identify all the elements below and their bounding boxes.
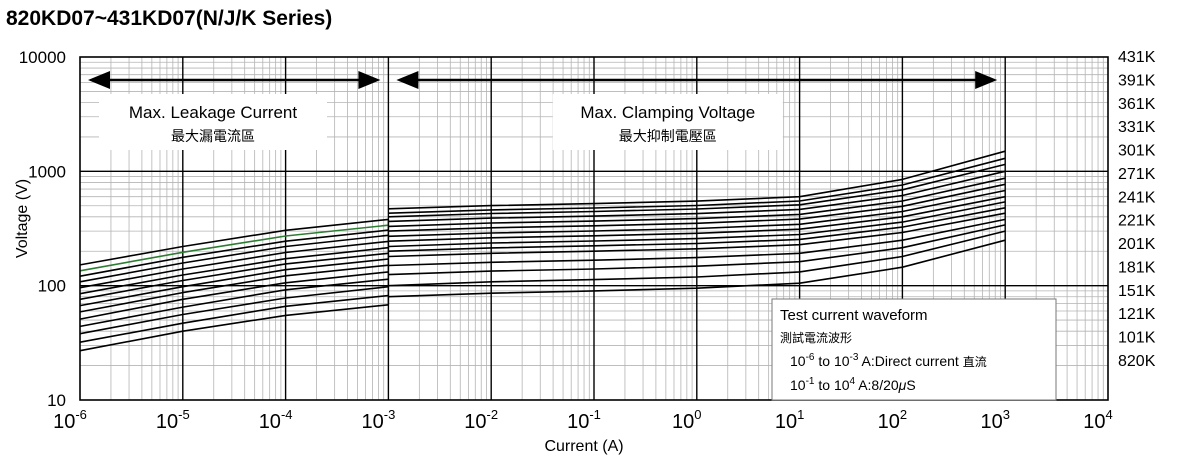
series-line: [388, 157, 1006, 214]
y-tick-label: 100: [38, 277, 66, 296]
x-tick-label: 10-6: [53, 407, 87, 433]
series-line: [388, 218, 1006, 267]
series-line: [388, 207, 1006, 252]
axis-labels: 10-6 10-5 10-4 10-3 10-2 10-1 100 101 102 103 104 1…: [14, 48, 1156, 455]
arrowhead-right-icon: [975, 71, 998, 89]
chart-title: 820KD07~431KD07(N/J/K Series): [6, 7, 333, 30]
variant-label: 151K: [1118, 283, 1156, 300]
series-line: [388, 212, 1006, 258]
series-line: [79, 278, 389, 328]
series-line: [79, 271, 389, 320]
series-line: [388, 201, 1006, 248]
series-line: [388, 239, 1006, 298]
series-line: [388, 195, 1006, 242]
x-tick-label: 101: [775, 407, 804, 433]
plot-frame: [79, 56, 1109, 401]
series-lines: [79, 150, 1006, 352]
legend-line-dc: 10-6 to 10-3 A:Direct current 直流: [790, 352, 987, 369]
x-tick-label: 102: [878, 407, 907, 433]
region-label-background: [99, 94, 327, 150]
plot-border: [79, 56, 1109, 401]
series-line: [388, 163, 1006, 218]
variant-label: 271K: [1118, 166, 1156, 183]
x-tick-label: 10-3: [361, 407, 395, 433]
y-tick-label: 1000: [28, 162, 66, 181]
x-axis-title: Current (A): [544, 438, 623, 455]
x-tick-label: 10-4: [259, 407, 293, 433]
variant-label: 121K: [1118, 306, 1156, 323]
test-waveform-box: Test current waveform 測試電流波形 10-6 to 10-3 …: [771, 298, 1057, 401]
series-line: [79, 294, 389, 343]
x-tick-label: 104: [1083, 407, 1112, 433]
variant-label: 181K: [1118, 259, 1156, 276]
series-line: [79, 229, 389, 277]
variant-label: 331K: [1118, 119, 1156, 136]
series-line: [388, 230, 1006, 287]
region-label: Max. Clamping Voltage: [580, 103, 755, 122]
variant-label: 301K: [1118, 143, 1156, 160]
variant-label: 101K: [1118, 330, 1156, 347]
series-line: [388, 150, 1006, 210]
series-line: [79, 240, 389, 289]
legend-box-border: [771, 298, 1057, 401]
series-line: [79, 258, 389, 307]
variant-label: 431K: [1118, 49, 1156, 66]
series-line: [388, 183, 1006, 232]
variant-label: 820K: [1118, 353, 1156, 370]
series-line: [388, 170, 1006, 223]
region-label-cn: 最大抑制電壓區: [619, 129, 717, 145]
arrowhead-left-icon: [396, 71, 419, 89]
region-label-cn: 最大漏電流區: [171, 129, 255, 145]
series-line: [79, 234, 389, 283]
series-line: [79, 285, 389, 335]
region-label: Max. Leakage Current: [129, 103, 297, 122]
y-axis-title: Voltage (V): [14, 179, 31, 258]
y-tick-label: 10000: [19, 48, 66, 67]
series-line: [79, 252, 389, 301]
series-line: [79, 304, 389, 352]
variant-label: 391K: [1118, 72, 1156, 89]
legend-title: Test current waveform: [780, 307, 928, 324]
variant-label: 221K: [1118, 213, 1156, 230]
region-label-background: [552, 94, 783, 150]
variant-label: 201K: [1118, 236, 1156, 253]
series-line: [79, 224, 389, 272]
variant-label: 361K: [1118, 96, 1156, 113]
series-line: [79, 218, 389, 266]
series-line: [388, 224, 1006, 276]
series-line: [79, 264, 389, 313]
legend-title-cn: 測試電流波形: [780, 330, 852, 345]
x-tick-label: 100: [672, 407, 701, 433]
variant-label: 241K: [1118, 189, 1156, 206]
x-tick-label: 10-2: [464, 407, 498, 433]
y-tick-label: 10: [47, 391, 66, 410]
series-line: [388, 177, 1006, 228]
legend-line-impulse: 10-1 to 104 A:8/20μS: [790, 376, 916, 393]
region-annotations: Max. Leakage Current 最大漏電流區 Max. Clamping …: [88, 71, 998, 150]
series-line: [79, 246, 389, 295]
series-line: [388, 189, 1006, 238]
arrowhead-left-icon: [88, 71, 110, 89]
x-tick-label: 10-5: [156, 407, 190, 433]
arrowhead-right-icon: [358, 71, 381, 89]
x-tick-label: 103: [980, 407, 1009, 433]
x-tick-label: 10-1: [567, 407, 601, 433]
